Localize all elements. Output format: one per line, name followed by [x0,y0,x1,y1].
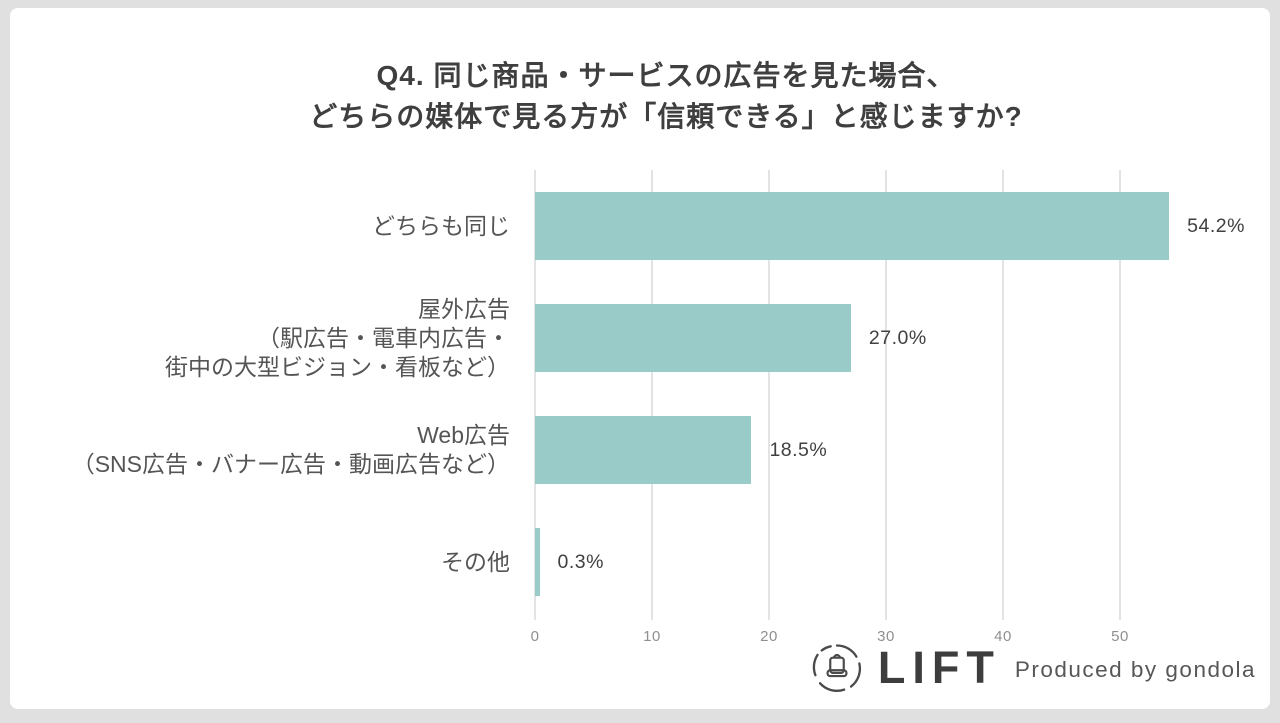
category-label-line: 街中の大型ビジョン・看板など） [165,353,510,380]
category-label: その他 [10,506,510,618]
x-tick-label: 30 [877,628,895,645]
bar [535,304,851,372]
gridline-x-10 [651,170,653,620]
value-label: 18.5% [769,438,828,461]
bar [535,528,540,596]
x-tick-label: 0 [530,628,540,645]
gondola-lift-logo-icon [812,644,861,692]
category-label: どちらも同じ [10,170,510,282]
value-label: 0.3% [557,550,604,573]
category-label: 屋外広告 （駅広告・電車内広告・ 街中の大型ビジョン・看板など） [10,282,510,394]
value-label: 27.0% [868,326,927,349]
gridline-x-50 [1119,170,1121,620]
chart-title: Q4. 同じ商品・サービスの広告を見た場合、 どちらの媒体で見る方が「信頼できる… [36,55,1280,137]
category-label-line: 屋外広告 [418,295,510,322]
category-label-line: （SNS広告・バナー広告・動画広告など） [71,451,510,477]
brand-footer: LIFT Produced by gondola [810,641,1256,695]
x-tick-label: 50 [1111,628,1129,645]
produced-by-text: Produced by gondola [1014,657,1256,682]
gridline-x-30 [885,170,887,620]
bar [535,416,752,484]
gridline-x-20 [768,170,770,620]
bar [535,192,1170,260]
value-label: 54.2% [1187,214,1245,237]
gridline-x-40 [1002,170,1004,620]
category-label-line: どちらも同じ [372,212,510,239]
lift-logo-text: LIFT [877,642,1001,693]
chart-card: Q4. 同じ商品・サービスの広告を見た場合、 どちらの媒体で見る方が「信頼できる… [10,8,1270,709]
category-label-line: Web広告 [417,422,510,448]
chart-title-line1: Q4. 同じ商品・サービスの広告を見た場合、 [376,60,956,91]
chart-title-line2: どちらの媒体で見る方が「信頼できる」と感じますか? [309,101,1023,132]
category-label-line: その他 [441,548,510,575]
x-tick-label: 20 [760,628,778,645]
category-label: Web広告 （SNS広告・バナー広告・動画広告など） [10,394,510,506]
category-label-line: （駅広告・電車内広告・ [257,324,510,351]
x-tick-label: 40 [994,628,1012,645]
x-tick-label: 10 [643,628,661,645]
gridline-x-0 [534,170,536,620]
bar-chart-plot-area: 0 10 20 30 40 50 どちらも同じ 54.2% 屋外広告 （駅広告・電車内広告・ 街中の… [10,8,1270,709]
